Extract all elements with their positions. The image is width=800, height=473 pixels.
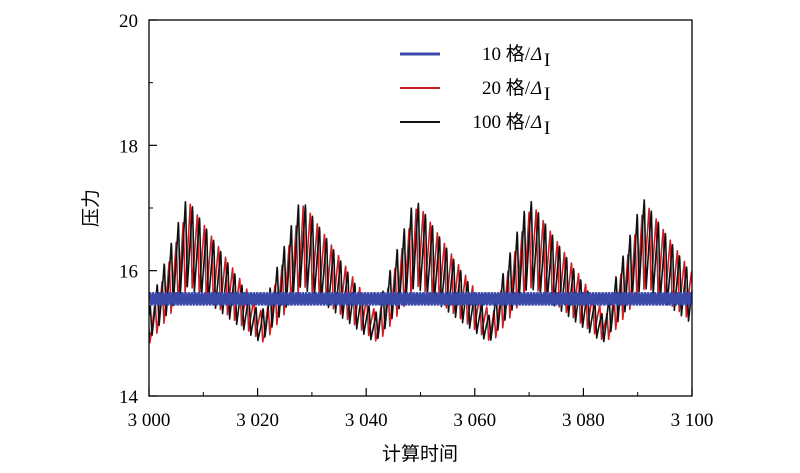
series-layer bbox=[149, 199, 692, 344]
x-tick-label: 3 060 bbox=[453, 410, 496, 431]
series-line-10 bbox=[149, 292, 692, 306]
series-line-20 bbox=[149, 203, 692, 344]
y-tick-label: 14 bbox=[119, 387, 139, 408]
y-axis-title: 压力 bbox=[80, 189, 102, 227]
y-axis: 14 16 18 20 bbox=[119, 11, 157, 408]
x-axis: 3 000 3 020 3 040 3 060 3 080 3 100 bbox=[128, 388, 714, 431]
x-tick-label: 3 100 bbox=[671, 410, 714, 431]
series-line-100 bbox=[149, 199, 692, 343]
legend-label: 10 格/ bbox=[482, 43, 531, 65]
legend-symbol: Δ bbox=[530, 44, 542, 65]
x-tick-label: 3 080 bbox=[562, 410, 605, 431]
legend-subscript: I bbox=[544, 84, 550, 105]
y-tick-label: 16 bbox=[119, 262, 138, 283]
x-tick-label: 3 020 bbox=[236, 410, 279, 431]
x-tick-label: 3 000 bbox=[128, 410, 171, 431]
legend-subscript: I bbox=[544, 118, 550, 139]
legend-symbol: Δ bbox=[530, 112, 542, 133]
x-axis-title: 计算时间 bbox=[382, 443, 458, 465]
legend-symbol: Δ bbox=[530, 78, 542, 99]
legend-label: 20 格/ bbox=[482, 77, 531, 99]
y-tick-label: 20 bbox=[119, 11, 138, 32]
x-tick-label: 3 040 bbox=[345, 410, 388, 431]
legend-subscript: I bbox=[544, 50, 550, 71]
legend-label: 100 格/ bbox=[472, 111, 530, 133]
plot-frame bbox=[148, 19, 693, 397]
y-tick-label: 18 bbox=[119, 136, 138, 157]
